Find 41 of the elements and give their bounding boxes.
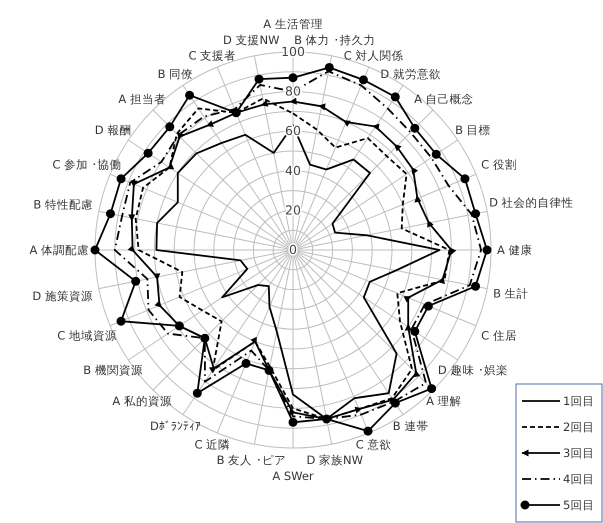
legend-label: 2回目 <box>563 420 594 434</box>
legend-label: 1回目 <box>563 394 594 408</box>
category-label: D 趣味 ･娯楽 <box>438 363 508 378</box>
legend-label: 3回目 <box>563 446 594 460</box>
category-label: D 施策資源 <box>32 288 93 303</box>
category-label: A 生活管理 <box>263 17 323 31</box>
category-label: B 連帯 <box>392 418 428 433</box>
category-label: A 体調配慮 <box>29 243 89 257</box>
category-label: D 報酬 <box>94 122 132 137</box>
category-label: A 健康 <box>497 243 533 257</box>
category-label: C 意欲 <box>356 438 392 452</box>
category-label: D 社会的自律性 <box>489 196 574 210</box>
category-label: C 参加 ･協働 <box>52 158 122 172</box>
category-label: B 友人 ･ピア <box>216 453 286 468</box>
category-label: B 目標 <box>455 122 491 137</box>
category-label: A 理解 <box>426 394 462 408</box>
y-tick-label: 40 <box>285 162 301 178</box>
category-label: A 私的資源 <box>112 394 172 408</box>
category-label: B 機関資源 <box>83 363 143 378</box>
legend-label: 5回目 <box>563 498 594 512</box>
category-label: C 対人関係 <box>344 48 404 62</box>
category-label: D 就労意欲 <box>380 67 441 82</box>
legend-label: 4回目 <box>563 472 594 486</box>
category-label: C 地域資源 <box>57 328 117 342</box>
category-label: A SWer <box>272 469 314 483</box>
category-label: B 生計 <box>493 286 529 300</box>
y-tick-label: 20 <box>285 202 301 218</box>
category-label: C 役割 <box>481 158 517 172</box>
category-label: D 支援NW <box>222 32 280 47</box>
category-label: A 自己概念 <box>414 92 474 106</box>
category-label: D 家族NW <box>306 453 364 468</box>
category-label: Dﾎﾞﾗﾝﾃｨｱ <box>150 418 201 433</box>
category-label: C 支援者 <box>188 48 236 62</box>
category-label: C 住居 <box>481 328 517 342</box>
y-tick-label: 100 <box>281 44 305 59</box>
category-label: C 近隣 <box>194 438 230 452</box>
category-label: A 担当者 <box>118 92 166 106</box>
category-label: B 特性配慮 <box>33 197 93 212</box>
category-label: B 同僚 <box>158 67 194 82</box>
y-tick-label: 0 <box>289 242 298 257</box>
category-label: B 体力 ･持久力 <box>294 32 376 47</box>
